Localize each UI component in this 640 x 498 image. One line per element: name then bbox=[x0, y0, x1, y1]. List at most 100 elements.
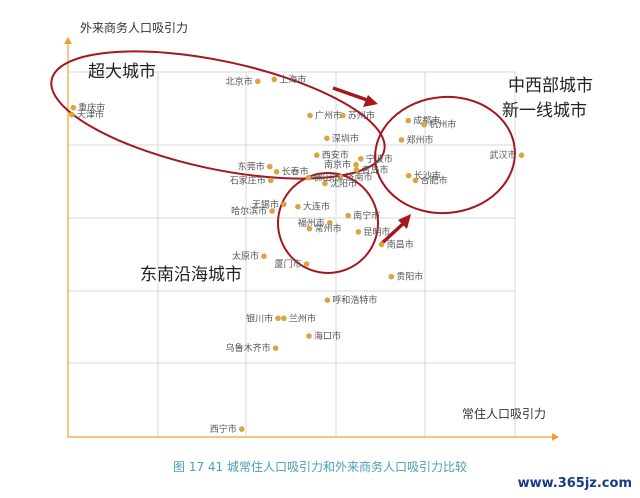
point-label: 石家庄市 bbox=[230, 174, 266, 186]
point-label: 广州市 bbox=[315, 110, 342, 122]
point-label: 昆明市 bbox=[363, 226, 390, 238]
x-axis-arrow bbox=[552, 433, 559, 441]
data-point bbox=[355, 229, 362, 235]
data-point bbox=[518, 152, 525, 158]
point-label: 成都市 bbox=[413, 115, 440, 127]
point-label: 武汉市 bbox=[489, 149, 516, 161]
data-point bbox=[388, 273, 395, 280]
point-label: 呼和浩特市 bbox=[332, 294, 377, 306]
ellipse-mega-cities bbox=[50, 50, 386, 180]
arrow-head-lower bbox=[398, 214, 411, 229]
data-point bbox=[324, 297, 331, 304]
data-point bbox=[405, 117, 412, 124]
data-point bbox=[324, 135, 330, 142]
data-point bbox=[295, 203, 301, 210]
point-label: 郑州市 bbox=[407, 134, 434, 146]
data-point bbox=[261, 253, 267, 259]
group-label-southeast-coastal: 东南沿海城市 bbox=[140, 265, 242, 285]
ellipse-southeast-coastal-cities bbox=[277, 172, 379, 274]
point-label: 南京市 bbox=[324, 159, 351, 171]
data-point bbox=[267, 163, 273, 170]
point-label: 厦门市 bbox=[275, 258, 302, 270]
data-point bbox=[307, 112, 313, 119]
group-label-central-west-line1: 中西部城市 bbox=[508, 76, 593, 96]
point-label: 银川市 bbox=[246, 312, 273, 324]
point-label: 大连市 bbox=[303, 201, 330, 213]
point-label: 天津市 bbox=[77, 109, 104, 121]
data-point bbox=[398, 137, 405, 143]
point-label: 常州市 bbox=[315, 223, 342, 235]
data-point bbox=[305, 174, 312, 181]
point-label: 杭州市 bbox=[429, 119, 456, 131]
point-label: 佛山市 bbox=[314, 172, 341, 184]
point-label: 贵阳市 bbox=[396, 271, 423, 283]
group-label-mega-cities: 超大城市 bbox=[88, 62, 156, 82]
data-point bbox=[378, 241, 385, 248]
point-label: 长春市 bbox=[282, 166, 309, 178]
x-axis-label: 常住人口吸引力 bbox=[462, 407, 546, 421]
data-point bbox=[353, 161, 359, 168]
data-point bbox=[273, 168, 280, 175]
point-label: 深圳市 bbox=[332, 132, 359, 144]
y-axis-label: 外来商务人口吸引力 bbox=[80, 20, 188, 35]
point-label: 福州市 bbox=[298, 217, 325, 229]
data-point bbox=[69, 111, 75, 118]
point-label: 兰州市 bbox=[289, 312, 316, 324]
data-point bbox=[239, 426, 245, 432]
point-label: 乌鲁木齐市 bbox=[226, 342, 271, 354]
data-point bbox=[272, 345, 279, 352]
data-point bbox=[306, 225, 313, 232]
point-label: 东莞市 bbox=[238, 161, 265, 173]
data-point bbox=[412, 177, 419, 184]
data-point bbox=[322, 180, 328, 187]
group-label-central-west-line2: 新一线城市 bbox=[502, 101, 587, 121]
point-label: 济南市 bbox=[346, 171, 373, 183]
data-point bbox=[281, 315, 287, 322]
point-label: 南昌市 bbox=[387, 238, 414, 250]
point-label: 沈阳市 bbox=[330, 178, 357, 190]
point-label: 合肥市 bbox=[421, 174, 448, 186]
figure-caption: 图 17 41 城常住人口吸引力和外来商务人口吸引力比较 bbox=[173, 460, 467, 474]
data-point bbox=[281, 201, 287, 208]
point-label: 长沙市 bbox=[414, 170, 441, 182]
point-label: 西安市 bbox=[322, 149, 349, 161]
point-label: 南宁市 bbox=[353, 210, 380, 222]
point-label: 西宁市 bbox=[210, 423, 237, 435]
data-point bbox=[353, 167, 360, 173]
data-point bbox=[327, 220, 333, 226]
data-point bbox=[269, 208, 276, 214]
point-label: 上海市 bbox=[279, 73, 306, 85]
point-label: 哈尔滨市 bbox=[231, 205, 267, 217]
data-point bbox=[303, 261, 310, 267]
data-point bbox=[345, 212, 352, 219]
arrow-shaft-lower bbox=[378, 219, 408, 247]
arrow-shaft-upper bbox=[332, 86, 371, 103]
point-label: 青岛市 bbox=[362, 164, 389, 176]
data-point bbox=[405, 172, 412, 179]
group-overlays: 超大城市 中西部城市 新一线城市 东南沿海城市 bbox=[50, 50, 598, 285]
data-point bbox=[358, 156, 364, 162]
data-point bbox=[275, 315, 281, 322]
point-label: 苏州市 bbox=[348, 110, 375, 122]
point-label: 重庆市 bbox=[78, 102, 105, 114]
point-label: 太原市 bbox=[232, 250, 259, 262]
data-point bbox=[306, 333, 312, 339]
data-point bbox=[70, 104, 77, 111]
point-label: 北京市 bbox=[226, 75, 253, 87]
data-point bbox=[340, 112, 346, 119]
point-label: 海口市 bbox=[314, 330, 341, 342]
y-axis-arrow bbox=[64, 37, 72, 44]
data-point bbox=[421, 121, 428, 128]
ellipse-central-west-cities bbox=[374, 95, 516, 215]
data-point bbox=[254, 78, 261, 85]
point-label: 宁波市 bbox=[366, 153, 393, 165]
data-point bbox=[271, 76, 278, 83]
data-point bbox=[337, 174, 344, 180]
group-label-central-west: 中西部城市 新一线城市 bbox=[502, 76, 598, 121]
data-point bbox=[314, 152, 320, 158]
point-label: 无锡市 bbox=[252, 198, 279, 210]
arrow-head-upper bbox=[363, 95, 378, 107]
watermark: www.365jz.com bbox=[517, 476, 632, 491]
